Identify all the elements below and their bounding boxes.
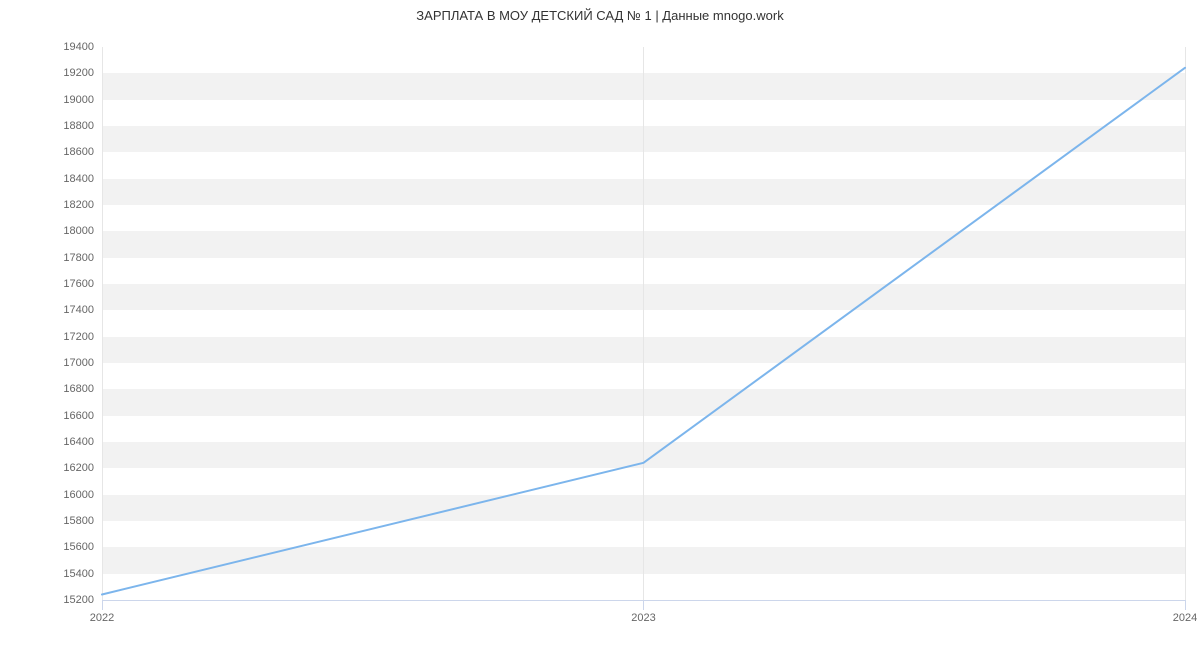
y-tick-label: 16600 [0, 410, 94, 422]
y-tick-label: 15800 [0, 515, 94, 527]
x-tick-label: 2023 [631, 612, 655, 624]
y-tick-label: 15600 [0, 541, 94, 553]
y-tick-label: 19400 [0, 41, 94, 53]
y-tick-label: 18400 [0, 173, 94, 185]
plot-area [102, 47, 1185, 600]
y-tick-label: 17600 [0, 278, 94, 290]
x-tick [1185, 600, 1186, 610]
chart-title: ЗАРПЛАТА В МОУ ДЕТСКИЙ САД № 1 | Данные … [0, 8, 1200, 23]
y-tick-label: 16400 [0, 436, 94, 448]
x-tick-label: 2024 [1173, 612, 1197, 624]
y-tick-label: 15400 [0, 568, 94, 580]
y-tick-label: 17800 [0, 252, 94, 264]
y-tick-label: 18000 [0, 225, 94, 237]
y-tick-label: 19200 [0, 67, 94, 79]
x-tick-label: 2022 [90, 612, 114, 624]
y-tick-label: 18600 [0, 146, 94, 158]
chart-svg [102, 47, 1185, 600]
y-tick-label: 17200 [0, 331, 94, 343]
series-line-salary [102, 68, 1185, 595]
y-tick-label: 18800 [0, 120, 94, 132]
y-tick-label: 15200 [0, 594, 94, 606]
y-tick-label: 17000 [0, 357, 94, 369]
y-tick-label: 17400 [0, 304, 94, 316]
x-tick [102, 600, 103, 610]
y-tick-label: 18200 [0, 199, 94, 211]
y-tick-label: 19000 [0, 94, 94, 106]
y-tick-label: 16000 [0, 489, 94, 501]
salary-line-chart: ЗАРПЛАТА В МОУ ДЕТСКИЙ САД № 1 | Данные … [0, 0, 1200, 650]
y-tick-label: 16200 [0, 462, 94, 474]
x-tick [643, 600, 644, 610]
y-tick-label: 16800 [0, 383, 94, 395]
